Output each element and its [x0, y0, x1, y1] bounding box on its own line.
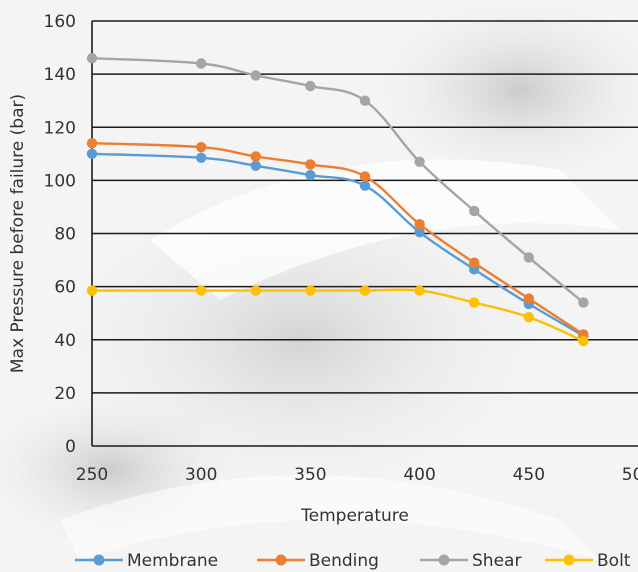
y-axis-title: Max Pressure before failure (bar) [8, 94, 28, 373]
data-point [359, 171, 371, 182]
data-point [523, 293, 534, 304]
data-point [523, 311, 534, 323]
y-tick-label: 160 [44, 12, 76, 32]
series-membrane [86, 148, 589, 341]
y-tick-label: 0 [65, 437, 76, 457]
y-tick-label: 140 [44, 65, 76, 85]
series-bolt [86, 285, 589, 347]
data-point [414, 219, 425, 230]
y-tick-label: 60 [54, 278, 76, 298]
data-point [305, 285, 316, 296]
data-point [523, 252, 534, 263]
x-tick-label: 500 [622, 465, 638, 485]
data-point [250, 285, 261, 296]
legend-item-membrane: Membrane [75, 551, 218, 571]
legend-marker [438, 554, 450, 566]
legend-item-bending: Bending [257, 551, 379, 571]
data-point [469, 205, 480, 217]
legend: Membrane Bending Shear Bolt [75, 551, 631, 571]
legend-marker [563, 554, 575, 566]
series-line-bending [91, 141, 585, 336]
data-point [414, 226, 425, 238]
legend-label: Bending [309, 551, 379, 571]
series-shear [86, 52, 589, 308]
series-line-bolt [91, 288, 584, 343]
data-point [196, 152, 207, 163]
data-point [196, 285, 207, 296]
data-point [578, 335, 589, 347]
tick-labels: 0 20 40 60 80 100 120 140 160 250 300 350 400 450 500 [44, 12, 638, 485]
legend-item-bolt: Bolt [545, 551, 631, 571]
data-point [359, 285, 371, 296]
data-point [414, 156, 425, 167]
y-tick-label: 80 [54, 225, 76, 245]
series-bending [86, 137, 589, 340]
data-point [469, 257, 480, 268]
data-point [196, 141, 207, 153]
y-tick-label: 20 [54, 384, 76, 404]
data-point [86, 285, 98, 296]
data-point [305, 169, 316, 181]
gridlines [92, 20, 638, 394]
data-point [250, 151, 261, 162]
data-point [305, 80, 316, 92]
y-tick-label: 120 [44, 118, 76, 138]
data-point [86, 137, 98, 149]
axes [91, 21, 638, 447]
legend-marker [275, 554, 287, 566]
data-point [250, 70, 261, 81]
data-point [469, 297, 480, 308]
data-point [578, 297, 589, 308]
data-point [86, 148, 98, 160]
legend-label: Bolt [597, 551, 631, 571]
legend-marker [93, 554, 105, 566]
x-axis-title: Temperature [300, 506, 409, 526]
y-tick-label: 40 [54, 331, 76, 351]
legend-label: Membrane [127, 551, 218, 571]
x-tick-label: 350 [294, 465, 326, 485]
x-tick-label: 450 [513, 465, 545, 485]
y-tick-label: 100 [44, 171, 76, 191]
data-point [359, 95, 371, 106]
data-point [359, 180, 371, 191]
x-tick-label: 400 [403, 465, 435, 485]
legend-label: Shear [472, 551, 521, 571]
data-point [414, 285, 425, 296]
data-point [305, 159, 316, 170]
legend-item-shear: Shear [420, 551, 521, 571]
series-lines [86, 52, 589, 347]
data-point [196, 58, 207, 69]
data-point [250, 160, 261, 171]
x-tick-label: 250 [76, 465, 108, 485]
data-point [86, 52, 98, 64]
x-tick-label: 300 [185, 465, 217, 485]
